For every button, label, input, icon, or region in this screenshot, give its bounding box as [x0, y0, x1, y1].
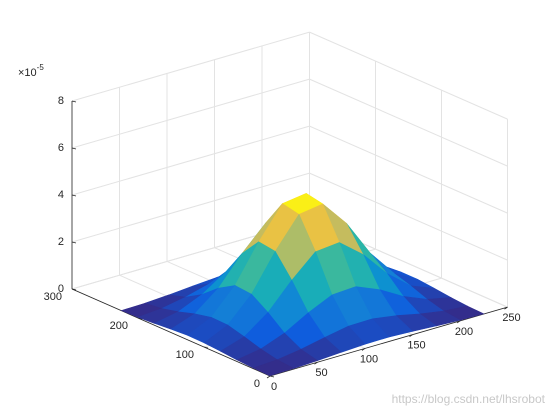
y-tick-label: 300 [44, 291, 62, 303]
watermark: https://blog.csdn.net/lhsrobot [392, 392, 546, 406]
z-tick [71, 100, 77, 103]
z-tick [71, 194, 77, 197]
y-tick [269, 375, 275, 378]
x-tick-label: 200 [455, 326, 473, 338]
x-tick-label: 150 [407, 340, 425, 352]
x-tick [504, 306, 508, 310]
z-tick-label: 8 [58, 95, 64, 107]
z-tick-label: 4 [58, 189, 64, 201]
x-tick [314, 361, 318, 365]
grid-line [71, 31, 310, 102]
grid-line [309, 78, 508, 167]
y-tick-label: 100 [176, 349, 194, 361]
surface-patch [252, 359, 295, 377]
x-tick-label: 250 [502, 312, 520, 324]
grid-line [309, 31, 508, 120]
x-tick [456, 320, 461, 324]
grid-line [71, 125, 310, 196]
grid-line [71, 78, 310, 149]
z-tick [71, 241, 77, 244]
grid-line [71, 172, 310, 243]
x-tick [409, 334, 413, 338]
z-scale-label: ×10-5 [18, 63, 44, 79]
grid-line [309, 125, 508, 214]
y-tick [203, 346, 209, 349]
x-tick-label: 0 [271, 381, 277, 393]
y-tick-label: 200 [110, 320, 128, 332]
z-tick-label: 2 [58, 236, 64, 248]
x-tick [266, 375, 271, 379]
z-tick-label: 6 [58, 142, 64, 154]
z-tick [71, 147, 77, 150]
x-tick [361, 348, 366, 351]
z-tick [71, 288, 77, 291]
z-scale-exponent: -5 [37, 63, 45, 72]
x-tick-label: 100 [360, 353, 378, 365]
z-tick-label: 0 [58, 283, 64, 295]
y-tick-label: 0 [254, 378, 260, 390]
y-axis [71, 288, 271, 377]
x-tick-label: 50 [315, 367, 327, 379]
z-scale-base: ×10 [18, 67, 37, 79]
grid-line [309, 172, 508, 261]
x-axis [269, 306, 508, 377]
